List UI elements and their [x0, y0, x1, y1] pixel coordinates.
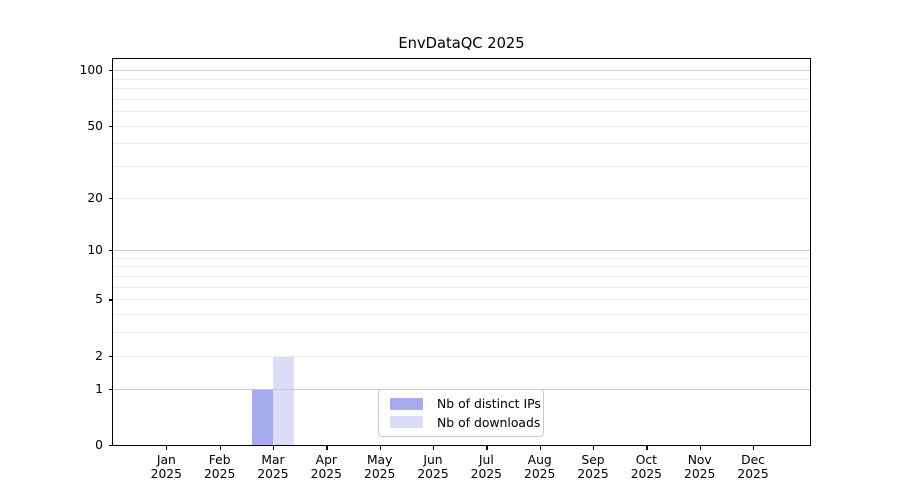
legend-label: Nb of downloads	[437, 414, 541, 430]
x-tick-label: Jan 2025	[134, 453, 198, 482]
y-tick-label: 50	[87, 118, 103, 133]
x-tick-mark	[433, 445, 435, 451]
y-gridline-minor	[113, 88, 810, 90]
y-tick-label: 5	[95, 292, 103, 307]
y-gridline-major	[113, 250, 810, 252]
x-tick-mark	[379, 445, 381, 451]
x-tick-label: Oct 2025	[614, 453, 678, 482]
legend-label: Nb of distinct IPs	[437, 396, 541, 412]
x-tick-mark	[753, 445, 755, 451]
y-tick-mark	[108, 250, 113, 252]
x-tick-mark	[219, 445, 221, 451]
y-gridline-minor	[113, 299, 810, 301]
y-gridline-minor	[113, 355, 810, 357]
y-gridline-minor	[113, 125, 810, 127]
x-tick-year: 2025	[684, 467, 716, 482]
x-tick-month: Apr	[315, 452, 337, 467]
legend-swatch-icon	[390, 416, 423, 429]
x-tick-label: Sep 2025	[561, 453, 625, 482]
y-gridline-minor	[113, 197, 810, 199]
y-gridline-minor	[113, 266, 810, 268]
legend-row-distinct-ips: Nb of distinct IPs	[390, 396, 541, 411]
x-tick-year: 2025	[630, 467, 662, 482]
x-tick-year: 2025	[524, 467, 556, 482]
y-gridline-minor	[113, 276, 810, 278]
x-tick-mark	[699, 445, 701, 451]
x-tick-mark	[326, 445, 328, 451]
x-tick-mark	[646, 445, 648, 451]
y-tick-label: 0	[95, 437, 103, 452]
x-tick-month: Oct	[635, 452, 657, 467]
y-gridline-minor	[113, 332, 810, 334]
x-tick-year: 2025	[364, 467, 396, 482]
legend-row-downloads: Nb of downloads	[390, 415, 540, 430]
y-gridline-major	[113, 70, 810, 72]
x-tick-mark	[539, 445, 541, 451]
x-tick-label: Jul 2025	[454, 453, 518, 482]
y-gridline-minor	[113, 286, 810, 288]
y-tick-mark	[108, 299, 113, 301]
x-tick-label: Aug 2025	[508, 453, 572, 482]
x-tick-year: 2025	[203, 467, 236, 482]
x-tick-year: 2025	[470, 467, 502, 482]
y-gridline-minor	[113, 257, 810, 259]
x-tick-label: May 2025	[348, 453, 412, 482]
x-tick-label: Apr 2025	[294, 453, 358, 482]
x-tick-mark	[166, 445, 168, 451]
x-tick-month: Jul	[478, 452, 494, 467]
chart-title: EnvDataQC 2025	[398, 35, 525, 52]
y-tick-label: 1	[95, 381, 103, 396]
x-tick-month: Nov	[687, 452, 712, 467]
bar-distinct-ips-2	[251, 388, 273, 445]
x-tick-month: May	[366, 452, 393, 467]
x-tick-month: Sep	[581, 452, 605, 467]
x-tick-month: Dec	[741, 452, 765, 467]
y-tick-mark	[108, 388, 113, 390]
x-tick-label: Nov 2025	[668, 453, 732, 482]
y-gridline-minor	[113, 166, 810, 168]
x-tick-month: Jan	[156, 452, 176, 467]
x-tick-year: 2025	[310, 467, 342, 482]
y-gridline-minor	[113, 314, 810, 316]
y-gridline-minor	[113, 143, 810, 145]
y-tick-mark	[108, 355, 113, 357]
x-tick-month: Jun	[423, 452, 443, 467]
bar-downloads-2	[272, 355, 295, 445]
y-tick-label: 20	[87, 190, 103, 205]
y-tick-label: 10	[87, 243, 103, 258]
x-tick-year: 2025	[150, 467, 182, 482]
y-tick-mark	[108, 125, 113, 127]
y-gridline-minor	[113, 78, 810, 80]
y-gridline-minor	[113, 98, 810, 100]
x-tick-year: 2025	[737, 467, 769, 482]
plot-area	[112, 58, 811, 446]
x-tick-mark	[272, 445, 275, 451]
x-tick-month: Aug	[527, 452, 552, 467]
y-tick-mark	[108, 70, 113, 72]
x-tick-year: 2025	[577, 467, 609, 482]
legend: Nb of distinct IPs Nb of downloads	[378, 389, 544, 437]
x-tick-mark	[486, 445, 488, 451]
x-tick-label: Jun 2025	[401, 453, 465, 482]
y-tick-label: 2	[95, 348, 103, 363]
y-tick-mark	[108, 444, 113, 446]
legend-swatch-icon	[390, 397, 423, 410]
x-tick-year: 2025	[417, 467, 449, 482]
x-tick-label: Mar 2025	[241, 453, 305, 482]
x-tick-label: Feb 2025	[188, 453, 252, 482]
y-tick-mark	[108, 197, 113, 199]
x-tick-label: Dec 2025	[721, 453, 785, 482]
y-gridline-minor	[113, 111, 810, 113]
x-tick-month: Mar	[261, 452, 285, 467]
y-tick-label: 100	[79, 63, 103, 78]
x-tick-month: Feb	[208, 452, 231, 467]
x-tick-year: 2025	[257, 467, 289, 482]
x-tick-mark	[593, 445, 595, 451]
